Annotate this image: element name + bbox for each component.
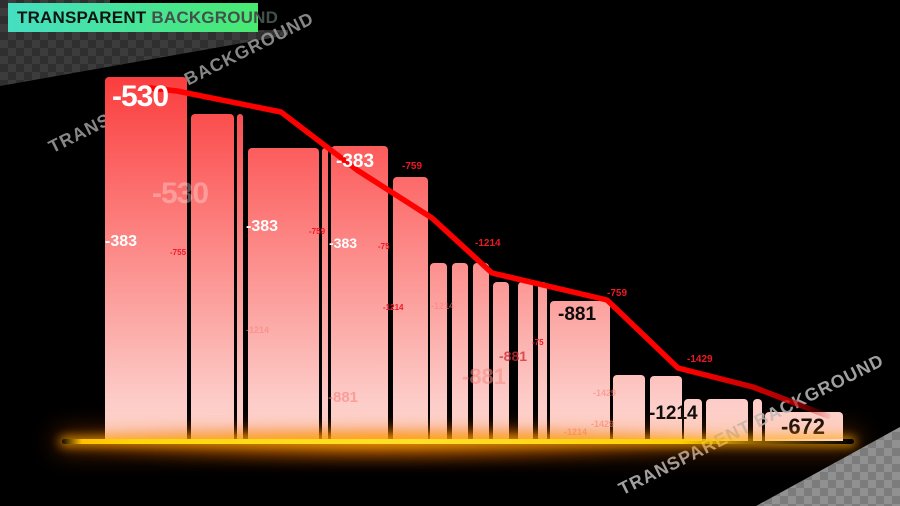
- trend-line-path: [147, 85, 831, 419]
- banner-word-transparent: TRANSPARENT: [17, 7, 147, 27]
- bar: [518, 282, 533, 441]
- bar: [248, 148, 319, 441]
- bar: [237, 114, 243, 441]
- bar: [550, 301, 610, 441]
- bar: [452, 263, 468, 441]
- bar: [493, 282, 509, 441]
- bar: [322, 148, 328, 441]
- bar: [538, 282, 547, 441]
- bar: [105, 77, 187, 441]
- banner-word-background: BACKGROUND: [151, 7, 279, 27]
- bar: [393, 177, 428, 441]
- bar: [191, 114, 234, 441]
- bar: [473, 263, 489, 441]
- baseline-glow-line: [62, 439, 854, 444]
- watermark-banner: TRANSPARENT BACKGROUND: [8, 3, 278, 32]
- baseline-glow: [55, 428, 825, 474]
- bar: [430, 263, 447, 441]
- bar: [331, 146, 388, 441]
- bar: [753, 399, 762, 441]
